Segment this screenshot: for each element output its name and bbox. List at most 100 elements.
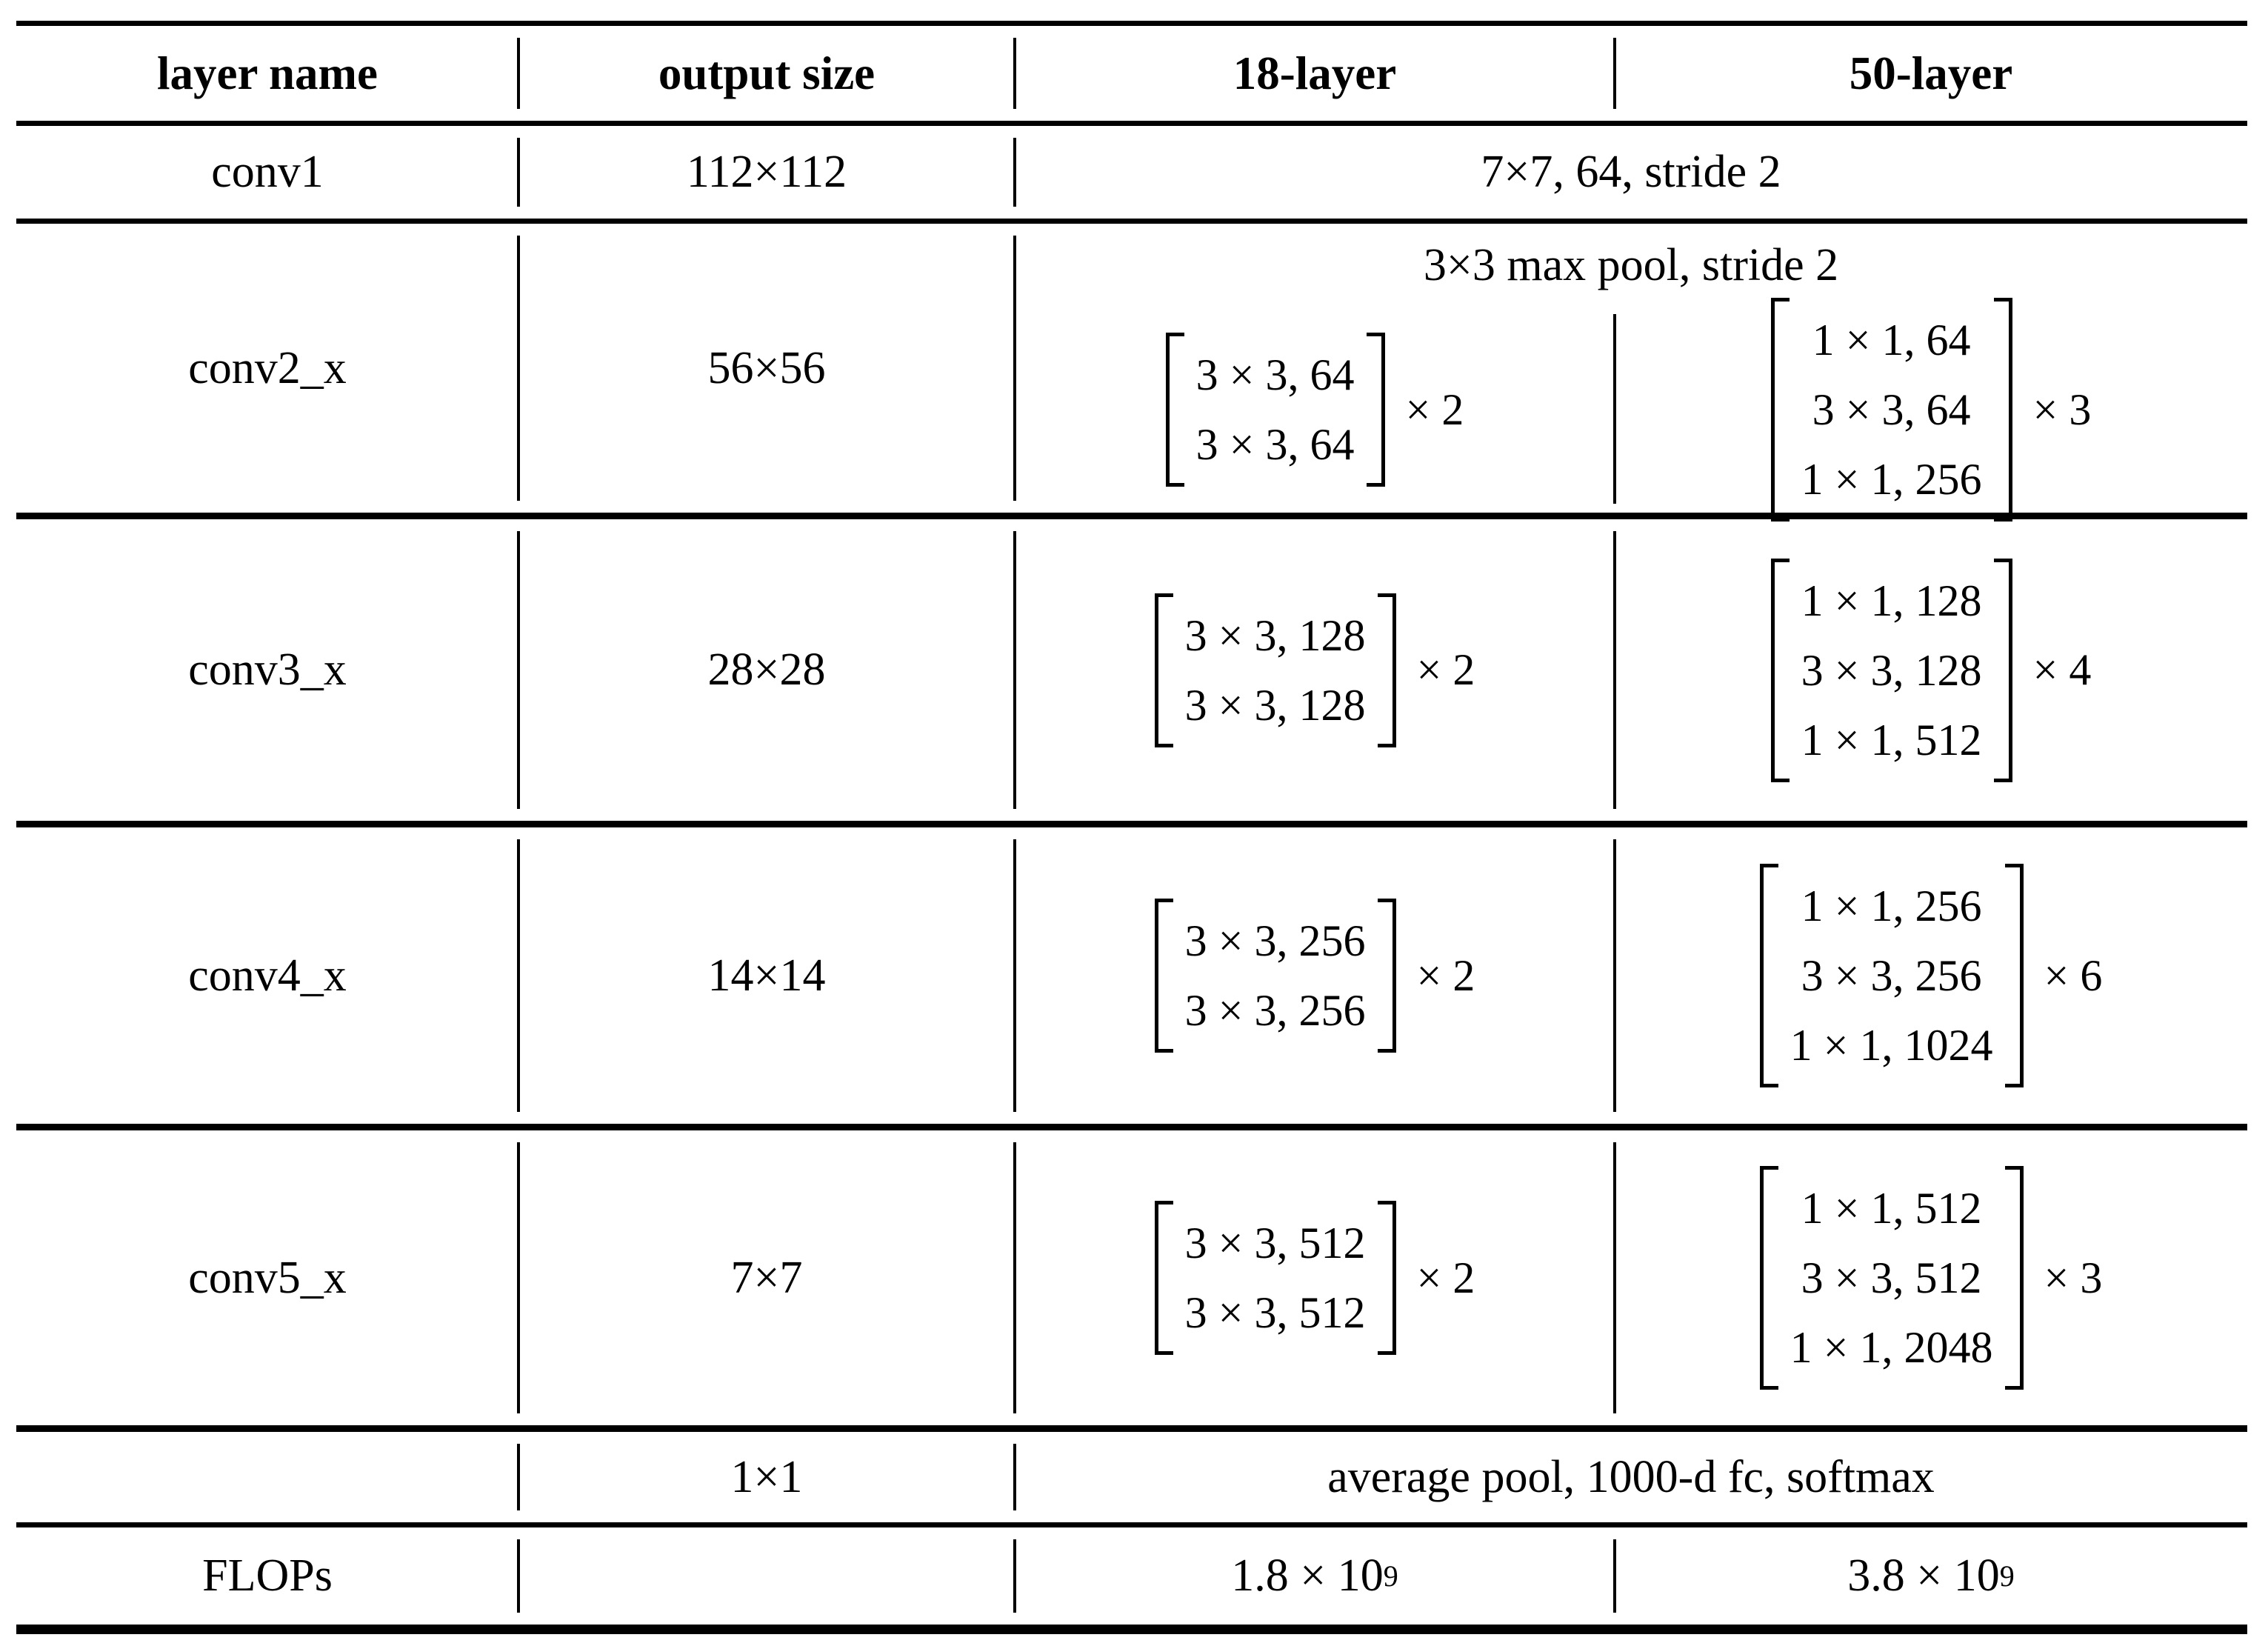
left-bracket bbox=[1154, 593, 1173, 747]
table-row-classifier: 1×1 average pool, 1000-d fc, softmax bbox=[16, 1432, 2247, 1522]
conv5-18layer-block: 3 × 3, 512 3 × 3, 512 × 2 bbox=[1015, 1130, 1615, 1425]
matrix-line: 1 × 1, 512 bbox=[1801, 1184, 1982, 1233]
block-multiplier: × 2 bbox=[1416, 1253, 1475, 1302]
left-bracket bbox=[1165, 333, 1184, 487]
flops-label: FLOPs bbox=[202, 1550, 333, 1601]
column-separator bbox=[517, 138, 520, 207]
left-bracket bbox=[1770, 558, 1790, 782]
matrix-line: 3 × 3, 128 bbox=[1184, 680, 1366, 730]
flops-50layer: 3.8 × 10 9 bbox=[1847, 1550, 2015, 1601]
header-18-layer: 18-layer bbox=[1233, 47, 1397, 99]
matrix-line: 3 × 3, 64 bbox=[1812, 385, 1971, 434]
flops-output-empty bbox=[518, 1527, 1015, 1625]
conv-block: 3 × 3, 64 3 × 3, 64 × 2 bbox=[1165, 333, 1464, 487]
flops-18layer: 1.8 × 10 9 bbox=[1231, 1550, 1398, 1601]
conv-block: 1 × 1, 128 3 × 3, 128 1 × 1, 512 × 4 bbox=[1770, 558, 2092, 782]
table-row-conv3: conv3_x 28×28 3 × 3, 128 3 × 3, 128 × 2 bbox=[16, 519, 2247, 821]
conv4-50layer-block: 1 × 1, 256 3 × 3, 256 1 × 1, 1024 × 6 bbox=[1615, 827, 2247, 1124]
column-separator bbox=[1613, 1539, 1616, 1613]
column-separator bbox=[1013, 1444, 1016, 1510]
matrix-line: 1 × 1, 256 bbox=[1801, 882, 1982, 930]
conv4-name: conv4_x bbox=[188, 950, 347, 1001]
right-bracket bbox=[1366, 333, 1385, 487]
conv5-50layer-block: 1 × 1, 512 3 × 3, 512 1 × 1, 2048 × 3 bbox=[1615, 1130, 2247, 1425]
conv-block-matrix: 1 × 1, 64 3 × 3, 64 1 × 1, 256 bbox=[1770, 298, 2012, 522]
matrix-line: 3 × 3, 256 bbox=[1801, 951, 1982, 1000]
matrix-line: 3 × 3, 128 bbox=[1801, 645, 1982, 695]
table-header-row: layer name output size 18-layer 50-layer bbox=[16, 26, 2247, 121]
column-separator bbox=[517, 839, 520, 1112]
matrix-line: 3 × 3, 256 bbox=[1184, 986, 1366, 1035]
column-separator bbox=[1013, 839, 1016, 1112]
matrix-line: 3 × 3, 64 bbox=[1195, 420, 1355, 469]
column-separator bbox=[1013, 1539, 1016, 1613]
matrix-line: 3 × 3, 128 bbox=[1184, 610, 1366, 660]
column-separator bbox=[1013, 531, 1016, 809]
table-row-conv5: conv5_x 7×7 3 × 3, 512 3 × 3, 512 × 2 bbox=[16, 1130, 2247, 1425]
conv3-50layer-block: 1 × 1, 128 3 × 3, 128 1 × 1, 512 × 4 bbox=[1615, 519, 2247, 821]
conv2-name: conv2_x bbox=[188, 342, 347, 393]
conv3-output-size: 28×28 bbox=[707, 644, 826, 695]
conv1-spec: 7×7, 64, stride 2 bbox=[1481, 147, 1781, 197]
right-bracket bbox=[1993, 558, 2012, 782]
conv-block: 1 × 1, 256 3 × 3, 256 1 × 1, 1024 × 6 bbox=[1759, 864, 2103, 1087]
block-multiplier: × 6 bbox=[2044, 950, 2103, 1000]
matrix-line: 1 × 1, 2048 bbox=[1790, 1323, 1993, 1372]
conv5-name: conv5_x bbox=[188, 1252, 347, 1303]
left-bracket bbox=[1759, 1166, 1778, 1390]
matrix-line: 1 × 1, 128 bbox=[1801, 576, 1982, 625]
block-multiplier: × 3 bbox=[2032, 384, 2092, 434]
block-multiplier: × 2 bbox=[1416, 950, 1475, 1000]
column-separator bbox=[1013, 38, 1016, 109]
column-separator bbox=[1013, 1142, 1016, 1413]
block-multiplier: × 2 bbox=[1405, 384, 1464, 434]
horizontal-rule bbox=[16, 121, 2247, 126]
right-bracket bbox=[1993, 298, 2012, 522]
conv-block-matrix: 1 × 1, 256 3 × 3, 256 1 × 1, 1024 bbox=[1759, 864, 2024, 1087]
horizontal-rule-bottom bbox=[16, 1625, 2247, 1634]
horizontal-rule bbox=[16, 1124, 2247, 1130]
block-multiplier: × 2 bbox=[1416, 645, 1475, 694]
left-bracket bbox=[1154, 899, 1173, 1053]
table-row-conv1: conv1 112×112 7×7, 64, stride 2 bbox=[16, 126, 2247, 219]
conv2-50layer-block: 1 × 1, 64 3 × 3, 64 1 × 1, 256 × 3 bbox=[1615, 298, 2247, 522]
matrix-line: 3 × 3, 64 bbox=[1195, 350, 1355, 399]
conv3-18layer-block: 3 × 3, 128 3 × 3, 128 × 2 bbox=[1015, 519, 1615, 821]
matrix-line: 3 × 3, 512 bbox=[1801, 1253, 1982, 1302]
conv2-18layer-block: 3 × 3, 64 3 × 3, 64 × 2 bbox=[1015, 307, 1615, 513]
right-bracket bbox=[2004, 1166, 2024, 1390]
right-bracket bbox=[2004, 864, 2024, 1087]
conv-block-matrix: 1 × 1, 128 3 × 3, 128 1 × 1, 512 bbox=[1770, 558, 2012, 782]
conv-block: 3 × 3, 128 3 × 3, 128 × 2 bbox=[1154, 593, 1475, 747]
horizontal-rule-top bbox=[16, 21, 2247, 26]
column-separator bbox=[517, 1444, 520, 1510]
conv4-18layer-block: 3 × 3, 256 3 × 3, 256 × 2 bbox=[1015, 827, 1615, 1124]
column-separator bbox=[517, 531, 520, 809]
conv-block: 3 × 3, 256 3 × 3, 256 × 2 bbox=[1154, 899, 1475, 1053]
column-separator bbox=[1613, 531, 1616, 809]
conv1-output-size: 112×112 bbox=[686, 147, 847, 197]
block-multiplier: × 3 bbox=[2044, 1253, 2103, 1302]
matrix-line: 3 × 3, 256 bbox=[1184, 916, 1366, 965]
horizontal-rule bbox=[16, 1522, 2247, 1527]
conv-block: 3 × 3, 512 3 × 3, 512 × 2 bbox=[1154, 1201, 1475, 1355]
header-output-size: output size bbox=[658, 47, 875, 99]
right-bracket bbox=[1377, 1201, 1396, 1355]
column-separator bbox=[1613, 38, 1616, 109]
matrix-line: 1 × 1, 1024 bbox=[1790, 1021, 1993, 1070]
matrix-line: 3 × 3, 512 bbox=[1184, 1219, 1366, 1267]
table-row-flops: FLOPs 1.8 × 10 9 3.8 × 10 9 bbox=[16, 1527, 2247, 1625]
conv-block-matrix: 3 × 3, 256 3 × 3, 256 bbox=[1154, 899, 1396, 1053]
column-separator bbox=[1613, 839, 1616, 1112]
header-50-layer: 50-layer bbox=[1849, 47, 2013, 99]
matrix-line: 1 × 1, 512 bbox=[1801, 715, 1982, 764]
right-bracket bbox=[1377, 899, 1396, 1053]
conv-block-matrix: 1 × 1, 512 3 × 3, 512 1 × 1, 2048 bbox=[1759, 1166, 2024, 1390]
conv-block: 1 × 1, 512 3 × 3, 512 1 × 1, 2048 × 3 bbox=[1759, 1166, 2103, 1390]
column-separator bbox=[517, 38, 520, 109]
conv2-maxpool-spec: 3×3 max pool, stride 2 bbox=[1423, 239, 1839, 290]
column-separator bbox=[1013, 236, 1016, 501]
column-separator bbox=[1013, 138, 1016, 207]
block-multiplier: × 4 bbox=[2032, 645, 2092, 694]
conv-block-matrix: 3 × 3, 512 3 × 3, 512 bbox=[1154, 1201, 1396, 1355]
